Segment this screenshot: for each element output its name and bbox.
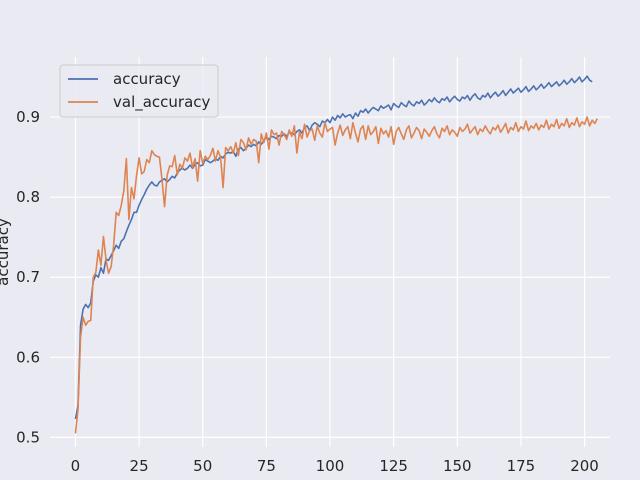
- x-tick-label: 175: [507, 457, 536, 475]
- legend-label: val_accuracy: [113, 93, 211, 112]
- legend-box: [59, 64, 219, 118]
- x-tick-label: 25: [130, 457, 149, 475]
- y-tick-label: 0.5: [16, 428, 40, 446]
- series-lines: [74, 75, 598, 434]
- y-tick-label: 0.6: [16, 348, 40, 366]
- series-line-val-accuracy: [74, 116, 598, 434]
- y-axis-ticks: 0.5 0.6 0.7 0.8 0.9: [16, 108, 40, 446]
- legend-label: accuracy: [113, 70, 181, 88]
- x-tick-label: 75: [257, 457, 276, 475]
- y-axis-label: accuracy: [0, 218, 12, 286]
- x-tick-label: 50: [193, 457, 212, 475]
- legend: accuracy val_accuracy: [59, 64, 219, 118]
- y-tick-label: 0.8: [16, 188, 40, 206]
- y-tick-label: 0.9: [16, 108, 40, 126]
- x-tick-label: 0: [71, 457, 81, 475]
- x-tick-label: 150: [443, 457, 472, 475]
- x-tick-label: 125: [379, 457, 408, 475]
- x-tick-label: 200: [570, 457, 599, 475]
- x-tick-label: 100: [316, 457, 345, 475]
- y-tick-label: 0.7: [16, 268, 40, 286]
- x-axis-ticks: 0 25 50 75 100 125 150 175 200: [71, 457, 599, 475]
